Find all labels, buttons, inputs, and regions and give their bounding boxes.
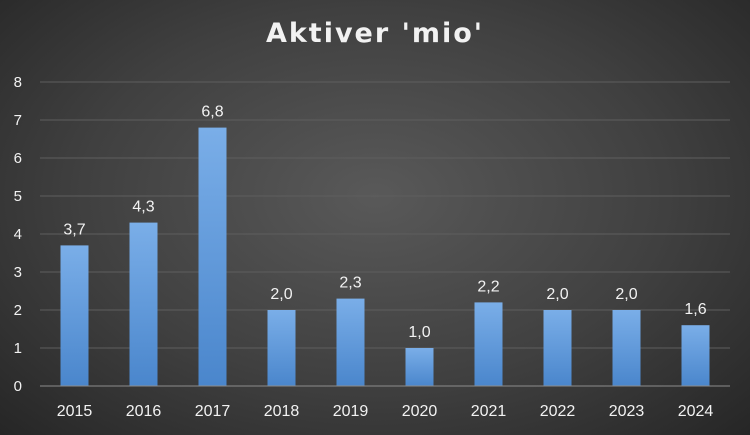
x-tick-label: 2017 <box>195 403 231 420</box>
y-tick-label: 3 <box>14 264 22 281</box>
y-tick-label: 0 <box>14 378 22 395</box>
x-tick-label: 2016 <box>126 403 162 420</box>
data-label: 4,3 <box>132 199 154 216</box>
y-tick-label: 2 <box>14 302 22 319</box>
y-tick-label: 7 <box>14 112 22 129</box>
y-tick-label: 4 <box>14 226 22 243</box>
data-label: 2,0 <box>546 286 568 303</box>
x-tick-label: 2022 <box>540 403 576 420</box>
y-tick-label: 5 <box>14 188 22 205</box>
x-tick-label: 2019 <box>333 403 369 420</box>
bar <box>474 302 503 386</box>
y-tick-label: 8 <box>14 74 22 91</box>
y-tick-label: 6 <box>14 150 22 167</box>
chart-title: Aktiver 'mio' <box>265 18 485 49</box>
bar <box>60 245 89 386</box>
x-tick-label: 2015 <box>57 403 93 420</box>
data-label: 6,8 <box>201 104 223 121</box>
data-label: 1,6 <box>684 301 706 318</box>
x-tick-label: 2020 <box>402 403 438 420</box>
data-label: 3,7 <box>63 221 85 238</box>
bar <box>405 348 434 386</box>
data-label: 1,0 <box>408 324 430 341</box>
bar <box>129 222 158 386</box>
bar <box>612 310 641 386</box>
labels: 0 1 2 3 4 5 6 7 8 3,7 2015 4,3 2016 6,8 2017 2,0 2018 2,3… <box>14 74 714 420</box>
x-tick-label: 2024 <box>678 403 714 420</box>
bar <box>681 325 710 386</box>
y-tick-label: 1 <box>14 340 22 357</box>
data-label: 2,3 <box>339 275 361 292</box>
bars <box>60 127 710 386</box>
data-label: 2,0 <box>615 286 637 303</box>
bar <box>267 310 296 386</box>
bar <box>198 127 227 386</box>
x-tick-label: 2021 <box>471 403 507 420</box>
data-label: 2,0 <box>270 286 292 303</box>
x-tick-label: 2018 <box>264 403 300 420</box>
data-label: 2,2 <box>477 278 499 295</box>
x-tick-label: 2023 <box>609 403 645 420</box>
bar <box>336 298 365 386</box>
bar <box>543 310 572 386</box>
